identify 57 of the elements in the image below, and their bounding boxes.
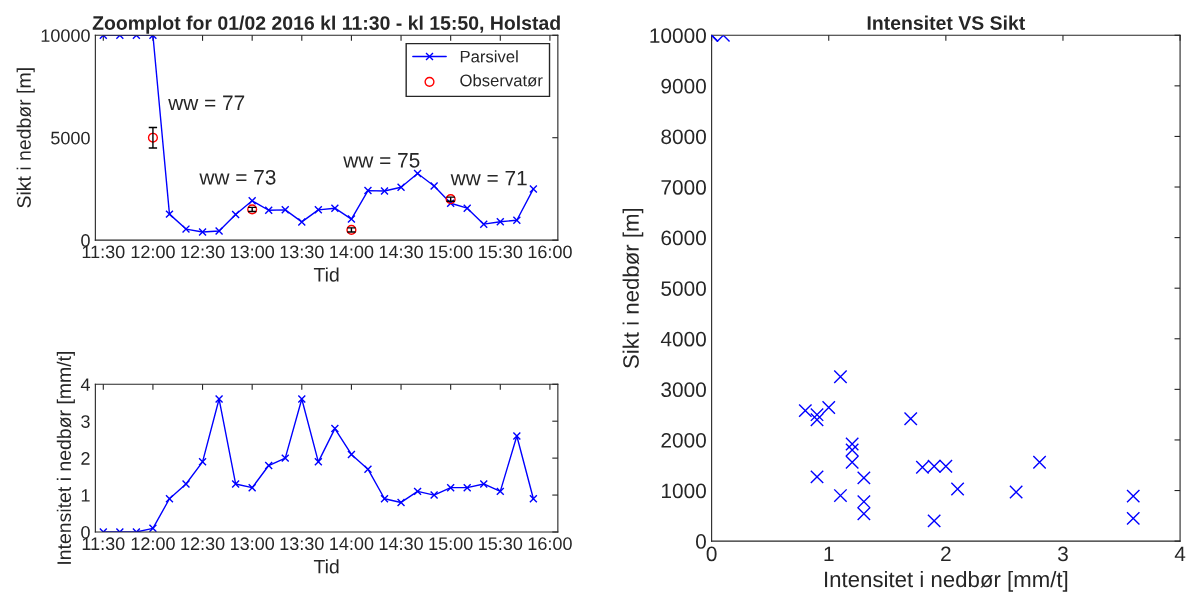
y-axis-title: Intensitet i nedbør [mm/t]	[56, 351, 75, 564]
x-tick-label: 16:00	[528, 537, 572, 551]
x-axis-title: Tid	[313, 559, 339, 574]
y-tick-label: 0	[81, 525, 90, 539]
annotation: ww = 71	[450, 170, 527, 186]
x-tick-label: 15:00	[429, 245, 473, 259]
x-tick-label: 3	[1057, 546, 1068, 562]
y-tick-label: 1	[81, 489, 90, 502]
y-tick-label: 2	[81, 452, 90, 465]
x-tick-label: 1	[824, 546, 834, 562]
x-tick-label: 11:30	[82, 245, 125, 259]
y-tick-label: 4	[80, 378, 90, 391]
x-tick-label: 16:00	[528, 245, 572, 259]
y-tick-label: 8000	[661, 129, 706, 145]
x-tick-label: 13:00	[230, 245, 275, 259]
x-tick-label: 12:30	[181, 537, 225, 551]
x-tick-label: 12:30	[181, 245, 225, 259]
x-tick-label: 14:00	[330, 537, 374, 551]
y-tick-label: 2000	[661, 432, 706, 448]
y-tick-label: 0	[81, 234, 90, 247]
y-tick-label: 10000	[41, 29, 90, 42]
x-tick-label: 2	[941, 546, 951, 562]
y-tick-label: 3000	[661, 382, 706, 398]
y-tick-label: 3	[81, 415, 90, 428]
x-tick-label: 0	[706, 546, 717, 562]
x-tick-label: 12:00	[131, 537, 175, 551]
y-tick-label: 1000	[662, 483, 706, 499]
x-tick-label: 15:30	[479, 537, 523, 551]
annotation: ww = 77	[168, 95, 245, 110]
x-tick-label: 13:30	[280, 245, 324, 259]
y-axis-title: Sikt i nedbør [m]	[16, 68, 35, 208]
x-tick-label: 11:30	[82, 537, 125, 551]
x-tick-label: 14:30	[379, 537, 423, 551]
chart-title: Zoomplot for 01/02 2016 kl 11:30 - kl 15:50, Holstad	[92, 15, 560, 34]
legend-label: Parsivel	[460, 50, 518, 63]
y-tick-label: 5000	[51, 131, 90, 145]
y-tick-label: 7000	[661, 180, 706, 195]
x-axis-title: Intensitet i nedbør [mm/t]	[825, 570, 1068, 592]
y-tick-label: 6000	[661, 230, 706, 246]
x-tick-label: 14:00	[330, 245, 374, 259]
y-tick-label: 9000	[661, 78, 706, 94]
legend-label: Observatør	[460, 74, 543, 87]
y-tick-label: 10000	[650, 28, 706, 44]
x-tick-label: 13:30	[280, 537, 324, 551]
x-axis-title: Tid	[313, 267, 339, 282]
annotation: ww = 73	[199, 169, 276, 185]
y-axis-title: Sikt i nedbør [m]	[622, 208, 644, 369]
chart-title: Intensitet VS Sikt	[867, 15, 1026, 30]
x-tick-label: 15:00	[429, 537, 473, 551]
y-tick-label: 5000	[661, 281, 706, 296]
x-tick-label: 14:30	[379, 245, 423, 259]
annotation: ww = 75	[343, 153, 420, 168]
x-tick-label: 15:30	[479, 245, 523, 259]
x-tick-label: 13:00	[230, 537, 275, 551]
x-tick-label: 4	[1174, 546, 1186, 562]
x-tick-label: 12:00	[131, 245, 175, 259]
y-tick-label: 4000	[660, 331, 706, 347]
